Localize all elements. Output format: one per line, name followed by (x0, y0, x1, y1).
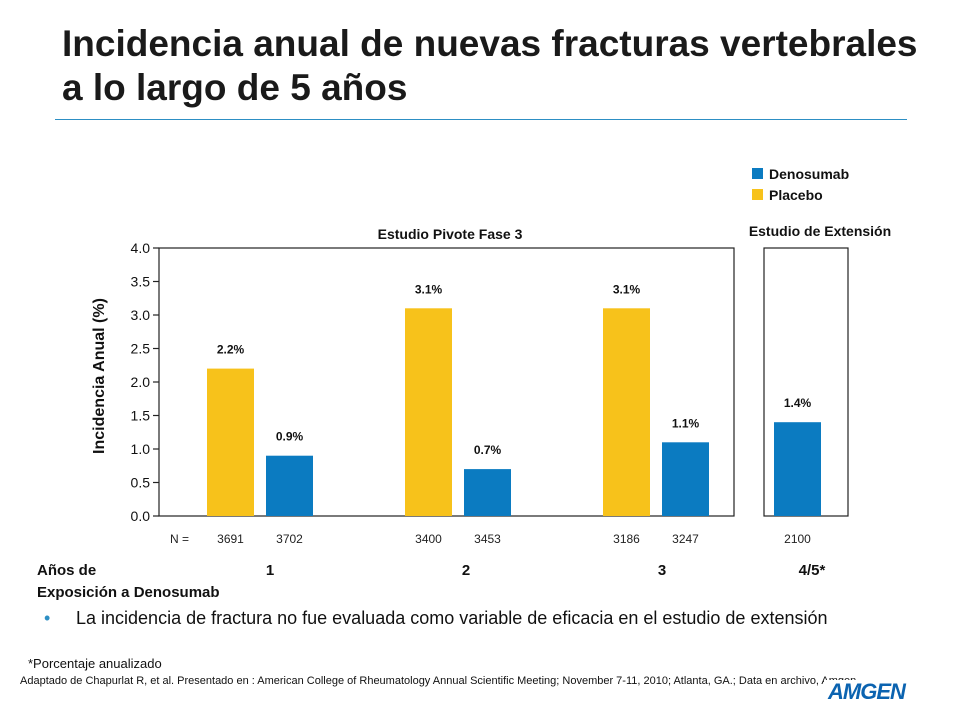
x-category-label: 4/5* (799, 562, 826, 579)
amgen-logo: AMGEN (824, 680, 909, 704)
panel-title-extension: Estudio de Extensión (749, 223, 891, 239)
bar-2-denosumab (464, 469, 511, 516)
y-axis-title: Incidencia Anual (%) (91, 298, 108, 454)
bullet-dot: • (44, 608, 51, 628)
bar-value-label: 0.7% (474, 443, 502, 457)
n-count-label: 3702 (276, 532, 303, 546)
y-tick-label: 1.5 (131, 408, 151, 424)
bar-1-denosumab (266, 455, 313, 516)
bullet-text: La incidencia de fractura no fue evaluad… (76, 608, 828, 628)
bar-value-label: 3.1% (613, 282, 641, 296)
bar-value-label: 0.9% (276, 430, 304, 444)
x-axis-title-line1: Años de (37, 562, 96, 579)
x-axis-title-line2: Exposición a Denosumab (37, 584, 220, 601)
n-count-label: 3400 (415, 532, 442, 546)
n-count-label: 3247 (672, 532, 699, 546)
bar-chart: 0.0 0.5 1.0 1.5 2.0 2.5 3.0 3.5 4.0 Incidencia An… (37, 166, 891, 601)
n-count-label: 3453 (474, 532, 501, 546)
x-category-label: 1 (266, 562, 274, 579)
bar-value-label: 1.4% (784, 396, 812, 410)
y-tick-label: 0.5 (131, 475, 151, 491)
bar-value-label: 2.2% (217, 343, 245, 357)
y-tick-label: 1.0 (131, 441, 151, 457)
y-tick-label: 0.0 (131, 508, 151, 524)
legend-label-denosumab: Denosumab (769, 166, 849, 182)
bar-1-placebo (207, 368, 254, 516)
y-tick-label: 2.0 (131, 374, 151, 390)
page-title: Incidencia anual de nuevas fracturas ver… (62, 23, 918, 108)
footnote: *Porcentaje anualizado (28, 656, 162, 671)
bar-2-placebo (405, 308, 452, 516)
panel-title-pivot: Estudio Pivote Fase 3 (378, 226, 523, 242)
bar-3-placebo (603, 308, 650, 516)
n-count-label: 2100 (784, 532, 811, 546)
bar-3-denosumab (662, 442, 709, 516)
x-category-label: 2 (462, 562, 470, 579)
n-count-label: 3691 (217, 532, 244, 546)
y-tick-label: 3.0 (131, 307, 151, 323)
bar-value-label: 3.1% (415, 282, 443, 296)
n-count-label: 3186 (613, 532, 640, 546)
y-tick-label: 3.5 (131, 274, 151, 290)
source-citation: Adaptado de Chapurlat R, et al. Presenta… (20, 675, 920, 688)
legend-swatch-placebo (752, 189, 763, 200)
bar-45-denosumab (774, 422, 821, 516)
legend-label-placebo: Placebo (769, 187, 823, 203)
y-tick-label: 4.0 (131, 240, 151, 256)
title-divider (55, 119, 907, 120)
source-text: Adaptado de Chapurlat R, et al. Presenta… (20, 675, 860, 687)
x-category-label: 3 (658, 562, 666, 579)
n-prefix-label: N = (170, 532, 189, 546)
bar-value-label: 1.1% (672, 416, 700, 430)
legend-swatch-denosumab (752, 168, 763, 179)
y-tick-label: 2.5 (131, 341, 151, 357)
